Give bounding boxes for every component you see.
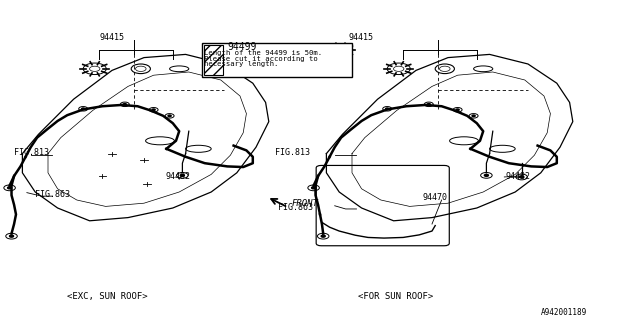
Circle shape [472,115,475,116]
Text: 94482: 94482 [506,172,531,181]
Text: necessary length.: necessary length. [204,61,278,67]
Text: 94415: 94415 [349,33,374,42]
Text: FIG.813: FIG.813 [14,148,49,157]
Circle shape [82,108,84,109]
Text: 94415: 94415 [99,33,124,42]
Text: FIG.863: FIG.863 [35,190,70,199]
Text: 94470: 94470 [422,193,447,202]
Circle shape [152,109,155,110]
Circle shape [321,235,325,237]
Circle shape [386,108,388,109]
Circle shape [124,104,126,105]
Circle shape [8,187,12,189]
Text: 94499: 94499 [227,42,257,52]
Circle shape [168,115,171,116]
Text: FIG.813: FIG.813 [275,148,310,157]
Circle shape [456,109,459,110]
Text: Length of the 94499 is 50m.: Length of the 94499 is 50m. [204,50,322,56]
Text: Please cut it according to: Please cut it according to [204,56,317,62]
Circle shape [484,174,488,176]
Text: <EXC, SUN ROOF>: <EXC, SUN ROOF> [67,292,148,301]
Text: FIG.863: FIG.863 [278,203,314,212]
Bar [202,43,352,77]
Circle shape [312,187,316,189]
Circle shape [10,235,13,237]
Circle shape [180,174,184,176]
Text: 94482: 94482 [165,172,190,181]
Bar [204,45,223,75]
Text: FRONT: FRONT [291,199,318,208]
Circle shape [428,104,430,105]
Text: <FOR SUN ROOF>: <FOR SUN ROOF> [358,292,434,301]
Circle shape [520,176,524,178]
Text: A942001189: A942001189 [541,308,587,317]
